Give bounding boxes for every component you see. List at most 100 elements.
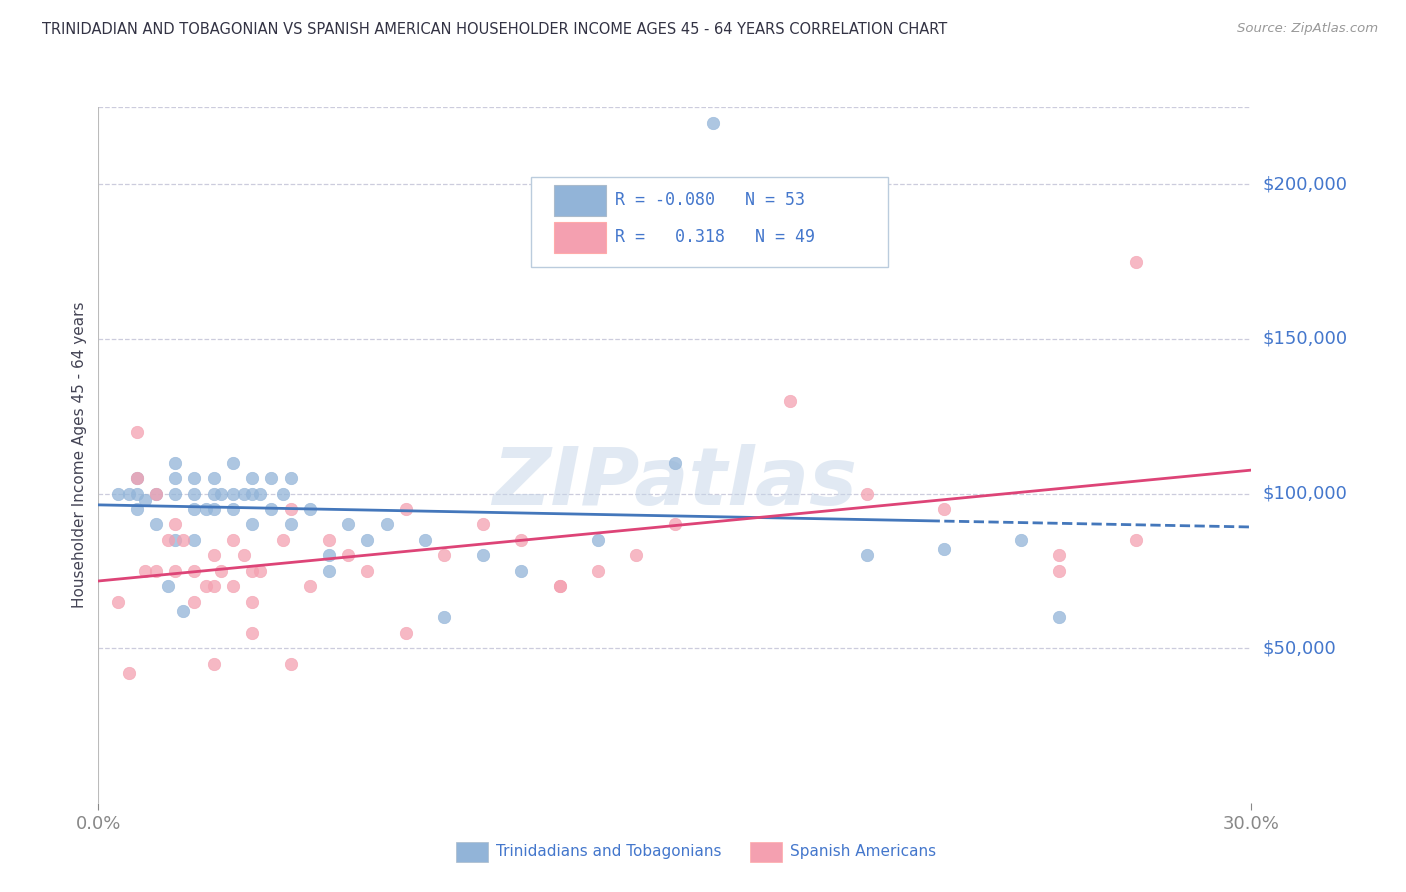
Point xyxy=(471,517,494,532)
Point xyxy=(134,492,156,507)
Point xyxy=(240,595,263,609)
Point xyxy=(145,564,167,578)
Point xyxy=(318,564,340,578)
Point xyxy=(702,115,724,129)
Point xyxy=(195,579,218,593)
Point xyxy=(932,542,955,557)
Point xyxy=(280,657,302,671)
Point xyxy=(510,533,533,547)
Point xyxy=(260,471,283,485)
FancyBboxPatch shape xyxy=(456,842,488,862)
Y-axis label: Householder Income Ages 45 - 64 years: Householder Income Ages 45 - 64 years xyxy=(72,301,87,608)
Point xyxy=(280,517,302,532)
Point xyxy=(125,471,148,485)
Point xyxy=(165,564,187,578)
Point xyxy=(298,502,321,516)
Point xyxy=(586,533,609,547)
Point xyxy=(165,456,187,470)
Point xyxy=(337,549,360,563)
Point xyxy=(280,471,302,485)
Point xyxy=(413,533,436,547)
Point xyxy=(280,502,302,516)
Point xyxy=(249,564,271,578)
Point xyxy=(664,517,686,532)
FancyBboxPatch shape xyxy=(554,185,606,216)
Text: $150,000: $150,000 xyxy=(1263,330,1347,348)
Point xyxy=(233,549,256,563)
Point xyxy=(356,564,378,578)
Text: ZIPatlas: ZIPatlas xyxy=(492,443,858,522)
Point xyxy=(125,502,148,516)
Text: Spanish Americans: Spanish Americans xyxy=(790,844,936,859)
Point xyxy=(183,471,205,485)
Point xyxy=(240,471,263,485)
Point xyxy=(856,549,879,563)
Point xyxy=(145,486,167,500)
Point xyxy=(172,604,194,618)
Point xyxy=(202,502,225,516)
Point xyxy=(337,517,360,532)
Point xyxy=(664,456,686,470)
Point xyxy=(298,579,321,593)
Point xyxy=(202,486,225,500)
Point xyxy=(548,579,571,593)
Point xyxy=(107,486,129,500)
Point xyxy=(202,579,225,593)
Point xyxy=(222,579,245,593)
Point xyxy=(156,533,179,547)
Text: TRINIDADIAN AND TOBAGONIAN VS SPANISH AMERICAN HOUSEHOLDER INCOME AGES 45 - 64 Y: TRINIDADIAN AND TOBAGONIAN VS SPANISH AM… xyxy=(42,22,948,37)
Point xyxy=(145,517,167,532)
Point xyxy=(165,486,187,500)
Text: R = -0.080   N = 53: R = -0.080 N = 53 xyxy=(614,191,804,209)
Point xyxy=(1047,610,1070,624)
Point xyxy=(240,486,263,500)
Point xyxy=(118,486,141,500)
Point xyxy=(202,549,225,563)
Text: $50,000: $50,000 xyxy=(1263,640,1336,657)
Point xyxy=(356,533,378,547)
Point xyxy=(626,549,648,563)
Point xyxy=(183,533,205,547)
Point xyxy=(165,471,187,485)
Point xyxy=(1125,533,1147,547)
Point xyxy=(172,533,194,547)
Point xyxy=(271,486,294,500)
Point xyxy=(107,595,129,609)
Point xyxy=(183,595,205,609)
Point xyxy=(240,517,263,532)
Point xyxy=(222,486,245,500)
Point xyxy=(260,502,283,516)
Point xyxy=(125,425,148,439)
Point xyxy=(209,564,232,578)
Point xyxy=(471,549,494,563)
Point xyxy=(586,564,609,578)
Text: $200,000: $200,000 xyxy=(1263,176,1347,194)
Point xyxy=(222,533,245,547)
Point xyxy=(249,486,271,500)
Point xyxy=(271,533,294,547)
Point xyxy=(134,564,156,578)
Point xyxy=(202,471,225,485)
Point xyxy=(209,486,232,500)
Point xyxy=(202,657,225,671)
Text: Trinidadians and Tobagonians: Trinidadians and Tobagonians xyxy=(496,844,721,859)
Point xyxy=(318,533,340,547)
Point xyxy=(156,579,179,593)
Point xyxy=(318,549,340,563)
Point xyxy=(1047,564,1070,578)
Text: $100,000: $100,000 xyxy=(1263,484,1347,502)
Point xyxy=(222,456,245,470)
Point xyxy=(165,533,187,547)
Point xyxy=(395,502,418,516)
Point xyxy=(183,486,205,500)
Point xyxy=(183,502,205,516)
Point xyxy=(145,486,167,500)
Point xyxy=(222,502,245,516)
Text: R =   0.318   N = 49: R = 0.318 N = 49 xyxy=(614,228,815,246)
Point xyxy=(433,610,456,624)
Point xyxy=(233,486,256,500)
Point xyxy=(433,549,456,563)
Point xyxy=(240,625,263,640)
Point xyxy=(118,665,141,680)
Point xyxy=(395,625,418,640)
